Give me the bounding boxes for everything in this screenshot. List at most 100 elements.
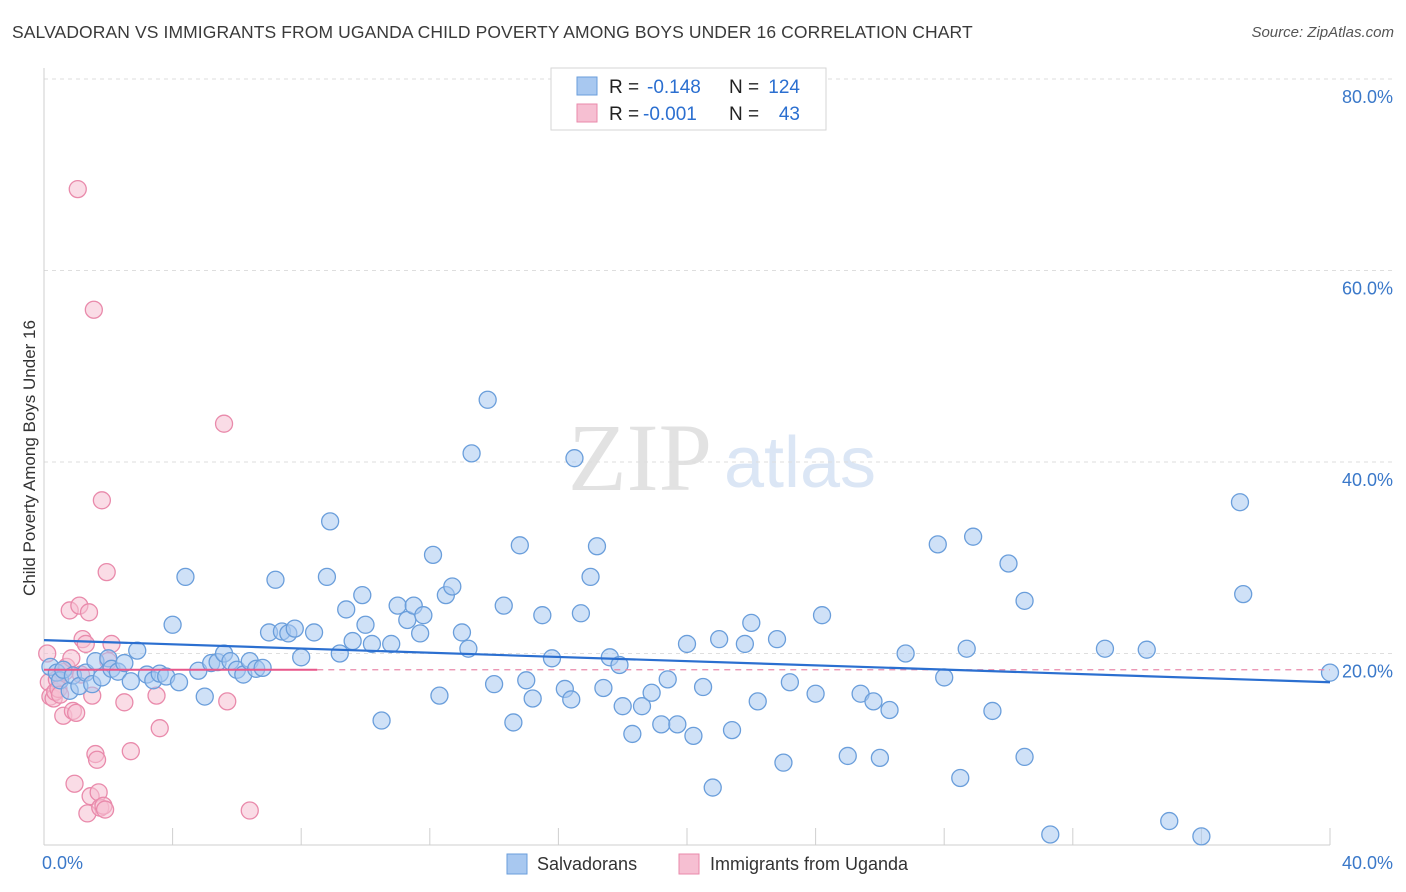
uganda-point-40 — [214, 414, 234, 433]
salvadoran-point-105 — [864, 692, 883, 711]
salvadoran-point-85 — [642, 683, 661, 702]
salvadoran-point-102 — [812, 606, 832, 625]
salvadoran-point-119 — [1095, 639, 1115, 658]
salvadoran-point-106 — [870, 748, 890, 768]
salvadoran-point-122 — [1192, 827, 1211, 846]
salvadoran-point-57 — [423, 545, 443, 565]
salvadoran-point-72 — [542, 649, 562, 668]
salvadoran-point-92 — [703, 778, 722, 797]
salvadoran-point-82 — [613, 697, 632, 716]
uganda-point-38 — [147, 686, 166, 705]
salvadoran-point-91 — [693, 677, 713, 697]
salvadoran-point-69 — [517, 671, 536, 690]
salvadoran-point-108 — [896, 644, 915, 663]
y-tick-labels: 20.0% 40.0% 60.0% 80.0% — [1342, 87, 1393, 682]
salvadoran-point-21 — [163, 615, 182, 634]
uganda-point-32 — [95, 800, 115, 819]
salvadoran-point-87 — [658, 670, 677, 689]
uganda-point-20 — [76, 634, 95, 654]
legend-item-salvadorans: Salvadorans — [537, 854, 637, 874]
salvadoran-point-58 — [430, 686, 449, 705]
correlation-legend: R = -0.148 N = 124 R = -0.001 N = 43 — [550, 67, 827, 131]
uganda-point-36 — [115, 693, 134, 712]
salvadoran-point-78 — [587, 537, 607, 556]
salvadoran-point-118 — [1041, 825, 1060, 844]
salvadoran-trend-line — [43, 638, 1331, 684]
legend-n-label-1: N = — [729, 77, 759, 98]
legend-swatch-pink — [576, 103, 598, 123]
y-tick-label-80: 80.0% — [1342, 87, 1393, 107]
legend-n-value-2: 43 — [779, 104, 800, 125]
salvadoran-point-51 — [382, 634, 401, 654]
salvadoran-point-55 — [411, 624, 430, 643]
salvadoran-point-41 — [304, 623, 324, 642]
legend-swatch-blue — [576, 76, 598, 96]
x-tick-label-min: 0.0% — [42, 853, 83, 873]
salvadoran-point-89 — [677, 634, 697, 654]
legend-n-value-1: 124 — [768, 77, 800, 98]
legend-r-label-1: R = — [609, 77, 639, 98]
salvadoran-point-77 — [581, 567, 600, 587]
salvadoran-point-47 — [353, 585, 372, 605]
salvadoran-point-66 — [494, 596, 513, 615]
salvadoran-point-100 — [780, 673, 800, 692]
salvadoran-point-115 — [999, 554, 1018, 573]
series-uganda-points — [38, 179, 259, 823]
salvadoran-point-39 — [285, 619, 304, 638]
salvadoran-point-121 — [1160, 811, 1179, 831]
source-credit: Source: ZipAtlas.com — [1251, 24, 1394, 41]
uganda-point-30 — [92, 491, 112, 510]
salvadoran-point-61 — [452, 623, 472, 642]
salvadoran-point-88 — [668, 715, 687, 734]
salvadoran-point-44 — [330, 644, 349, 663]
uganda-point-16 — [68, 179, 87, 199]
uganda-point-39 — [150, 719, 169, 738]
uganda-point-14 — [65, 774, 84, 793]
salvadoran-point-23 — [176, 567, 195, 587]
salvadoran-point-56 — [414, 606, 433, 625]
uganda-point-27 — [87, 750, 107, 769]
salvadoran-point-98 — [767, 629, 787, 649]
salvadoran-point-71 — [533, 606, 552, 625]
salvadoran-point-75 — [565, 449, 584, 468]
salvadoran-point-94 — [722, 720, 742, 740]
salvadoran-point-42 — [317, 567, 337, 587]
legend-item-uganda-swatch — [678, 853, 700, 875]
salvadoran-point-48 — [356, 615, 375, 634]
salvadoran-point-60 — [443, 577, 462, 596]
y-tick-label-40: 40.0% — [1342, 470, 1393, 490]
salvadoran-point-63 — [462, 444, 481, 463]
salvadoran-point-70 — [523, 689, 542, 708]
uganda-point-37 — [121, 742, 140, 761]
salvadoran-point-50 — [372, 711, 391, 730]
salvadoran-point-110 — [935, 668, 954, 687]
series-salvadorans-points — [41, 390, 1340, 846]
grid-lines — [44, 78, 1393, 654]
uganda-point-25 — [84, 300, 103, 319]
salvadoran-point-99 — [774, 753, 793, 772]
salvadoran-point-40 — [292, 648, 311, 667]
salvadoran-point-114 — [983, 701, 1002, 721]
salvadoran-point-14 — [115, 653, 134, 673]
salvadoran-point-111 — [951, 768, 970, 788]
salvadoran-point-65 — [484, 674, 504, 694]
salvadoran-point-97 — [748, 692, 767, 711]
salvadoran-point-93 — [710, 629, 729, 649]
salvadoran-point-49 — [362, 634, 382, 654]
salvadoran-point-84 — [632, 697, 652, 716]
salvadoran-point-25 — [195, 687, 214, 706]
salvadoran-point-79 — [594, 678, 613, 698]
salvadoran-point-117 — [1015, 747, 1034, 767]
chart-title: SALVADORAN VS IMMIGRANTS FROM UGANDA CHI… — [12, 22, 973, 42]
salvadoran-point-16 — [128, 641, 147, 660]
x-tick-label-max: 40.0% — [1342, 853, 1393, 873]
salvadoran-point-101 — [806, 684, 825, 703]
salvadoran-point-90 — [684, 726, 703, 745]
salvadoran-point-109 — [928, 535, 947, 554]
y-tick-label-60: 60.0% — [1342, 279, 1393, 299]
salvadoran-point-45 — [337, 600, 356, 619]
salvadoran-point-116 — [1015, 591, 1034, 610]
salvadoran-point-112 — [957, 639, 976, 658]
legend-item-uganda: Immigrants from Uganda — [710, 854, 909, 874]
